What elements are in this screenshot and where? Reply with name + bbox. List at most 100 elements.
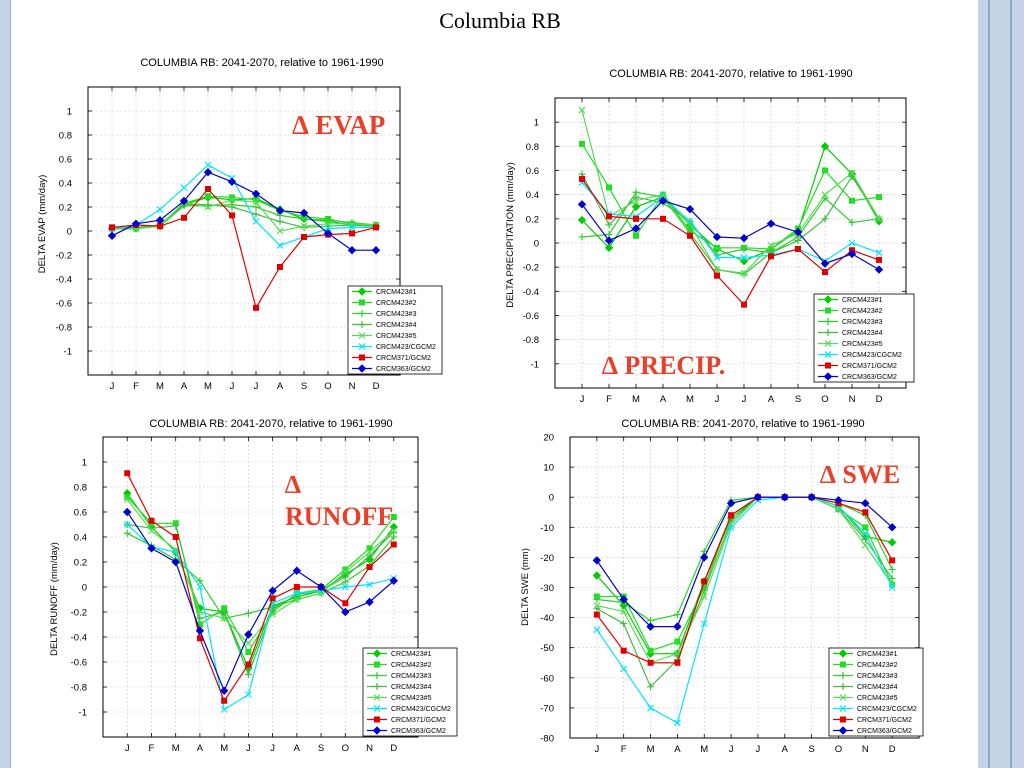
series-line <box>111 164 376 247</box>
legend-label: CRCM423#3 <box>842 319 883 326</box>
legend-marker <box>840 716 846 723</box>
data-point <box>714 272 720 279</box>
data-point <box>244 691 252 698</box>
x-tick-label: J <box>756 744 761 755</box>
series-line <box>581 200 880 271</box>
data-point <box>659 191 667 199</box>
data-point <box>862 509 869 516</box>
data-point <box>131 219 141 229</box>
series-line <box>111 188 377 310</box>
legend-marker <box>824 351 832 358</box>
x-tick-label: N <box>349 381 356 392</box>
x-tick-label: J <box>729 744 734 755</box>
x-tick-label: M <box>700 744 708 755</box>
legend-marker <box>838 649 848 658</box>
data-point <box>593 611 600 618</box>
data-point <box>592 556 602 565</box>
data-point <box>299 208 309 218</box>
legend-label: CRCM371/GCM2 <box>391 717 446 724</box>
x-tick-label: J <box>230 381 235 392</box>
legend-marker <box>824 340 832 347</box>
x-tick-label: O <box>324 381 331 392</box>
y-axis-label: DELTA PRECIPITATION (mm/day) <box>505 162 516 308</box>
legend-marker <box>373 672 381 679</box>
data-point <box>341 607 350 617</box>
legend-marker <box>357 364 367 373</box>
data-point <box>647 659 654 666</box>
slide-right-border-line <box>988 0 990 768</box>
y-tick-label: -40 <box>540 613 554 624</box>
chart-panel-3: COLUMBIA RB: 2041-2070, relative to 1961… <box>12 412 494 768</box>
data-point <box>252 217 260 225</box>
data-point <box>275 206 285 215</box>
data-point <box>292 566 302 575</box>
data-point <box>180 184 188 192</box>
data-point <box>373 224 379 231</box>
data-point <box>888 574 896 582</box>
legend-label: CRCM363/GCM2 <box>391 728 446 735</box>
series-CRCM423#4 <box>123 521 398 678</box>
y-tick-label: 0.8 <box>59 131 72 142</box>
data-point <box>244 671 252 678</box>
data-point <box>685 204 695 214</box>
x-tick-label: J <box>110 381 115 392</box>
y-tick-label: -30 <box>540 583 554 594</box>
y-tick-label: 10 <box>543 463 554 474</box>
data-point <box>673 622 682 631</box>
data-point <box>861 529 869 537</box>
legend-marker <box>824 329 832 336</box>
series-CRCM363/GCM2 <box>592 492 897 631</box>
legend: CRCM423#1 CRCM423#2 CRCM423#3 CRCM423#4 CRCM… <box>362 647 458 737</box>
data-point <box>365 597 374 607</box>
data-point <box>577 200 587 209</box>
y-tick-label: -0.2 <box>71 608 87 619</box>
data-point <box>148 517 155 524</box>
data-point <box>347 245 357 255</box>
data-point <box>107 231 117 241</box>
x-tick-label: A <box>674 744 681 755</box>
y-tick-label: 0.2 <box>526 214 539 225</box>
chart-panel-1: COLUMBIA RB: 2041-2070, relative to 1961… <box>12 48 494 415</box>
legend: CRCM423#1 CRCM423#2 CRCM423#3 CRCM423#4 CRCM… <box>347 285 443 375</box>
data-point <box>342 566 349 573</box>
data-point <box>741 301 747 308</box>
slide-left-border-line <box>10 0 11 768</box>
legend-label: CRCM423/CGCM2 <box>391 706 451 713</box>
data-point <box>123 521 131 528</box>
legend-label: CRCM423#3 <box>857 673 898 680</box>
legend-label: CRCM371/GCM2 <box>857 717 912 724</box>
y-tick-label: -50 <box>540 643 554 654</box>
series-line <box>581 143 880 250</box>
overlay-label: RUNOFF <box>285 502 393 531</box>
data-point <box>196 608 204 616</box>
data-point <box>821 215 829 223</box>
data-point <box>876 194 882 201</box>
data-point <box>251 189 261 199</box>
x-tick-label: A <box>294 743 301 754</box>
y-tick-label: 0 <box>549 493 554 504</box>
data-point <box>820 259 830 268</box>
series-line <box>126 511 395 693</box>
y-tick-label: 0.4 <box>526 190 539 201</box>
data-point <box>578 106 586 114</box>
x-tick-label: M <box>204 381 212 392</box>
data-point <box>366 552 374 560</box>
data-point <box>848 169 856 177</box>
data-point <box>221 605 228 612</box>
legend-marker <box>373 705 381 712</box>
data-point <box>390 528 398 536</box>
series-line <box>581 182 880 262</box>
x-tick-label: J <box>254 381 259 392</box>
data-point <box>726 499 736 508</box>
overlay-delta-symbol: ∆ <box>285 470 301 499</box>
data-point <box>341 583 349 591</box>
legend-label: CRCM363/GCM2 <box>376 366 431 373</box>
legend-marker <box>838 726 848 735</box>
data-point <box>366 548 373 556</box>
data-point <box>579 175 585 182</box>
data-point <box>876 256 882 263</box>
data-point <box>244 639 252 647</box>
y-tick-label: 0.6 <box>526 166 539 177</box>
data-point <box>324 225 332 233</box>
series-line <box>127 523 395 677</box>
